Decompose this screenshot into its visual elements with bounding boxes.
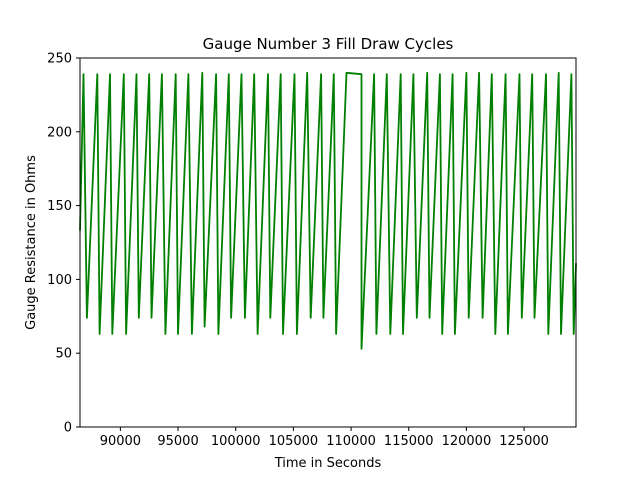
x-axis-title: Time in Seconds xyxy=(274,456,382,471)
y-tick-label: 200 xyxy=(47,125,72,140)
y-tick-label: 150 xyxy=(47,199,72,214)
x-tick-label: 120000 xyxy=(442,434,492,449)
x-tick-label: 95000 xyxy=(157,434,198,449)
x-tick-label: 105000 xyxy=(269,434,319,449)
x-tick-label: 125000 xyxy=(499,434,549,449)
x-tick-label: 110000 xyxy=(326,434,376,449)
plot-area xyxy=(79,57,577,428)
x-tick-label: 100000 xyxy=(211,434,261,449)
series-line xyxy=(79,71,577,350)
y-tick-label: 250 xyxy=(47,52,72,67)
y-axis: 0 50 100 150 200 250 xyxy=(47,52,80,436)
y-tick-label: 0 xyxy=(64,421,72,436)
series-layer xyxy=(79,71,577,350)
y-axis-title: Gauge Resistance in Ohms xyxy=(24,155,39,330)
x-tick-label: 115000 xyxy=(384,434,434,449)
y-tick-label: 100 xyxy=(47,273,72,288)
plot-frame xyxy=(79,57,577,428)
chart-title: Gauge Number 3 Fill Draw Cycles xyxy=(203,35,454,53)
x-axis: 90000 95000 100000 105000 110000 115000 120000… xyxy=(100,427,549,449)
y-tick-label: 50 xyxy=(55,347,72,362)
x-tick-label: 90000 xyxy=(100,434,141,449)
